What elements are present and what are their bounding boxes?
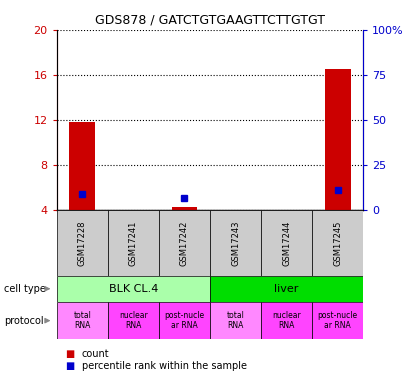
Text: GSM17242: GSM17242 bbox=[180, 220, 189, 266]
Text: post-nucle
ar RNA: post-nucle ar RNA bbox=[164, 311, 205, 330]
Bar bbox=[261, 210, 312, 276]
Bar bbox=[172, 207, 197, 210]
Text: BLK CL.4: BLK CL.4 bbox=[109, 284, 158, 294]
Bar bbox=[69, 122, 95, 210]
Text: post-nucle
ar RNA: post-nucle ar RNA bbox=[318, 311, 358, 330]
Bar bbox=[210, 302, 261, 339]
Text: GDS878 / GATCTGTGAAGTTCTTGTGT: GDS878 / GATCTGTGAAGTTCTTGTGT bbox=[95, 13, 325, 26]
Bar bbox=[312, 210, 363, 276]
Bar bbox=[57, 210, 108, 276]
Bar bbox=[57, 276, 210, 302]
Text: GSM17243: GSM17243 bbox=[231, 220, 240, 266]
Text: GSM17245: GSM17245 bbox=[333, 220, 342, 266]
Text: nuclear
RNA: nuclear RNA bbox=[119, 311, 148, 330]
Text: ■: ■ bbox=[65, 361, 74, 370]
Text: percentile rank within the sample: percentile rank within the sample bbox=[82, 361, 247, 370]
Bar bbox=[159, 210, 210, 276]
Text: protocol: protocol bbox=[4, 316, 44, 326]
Bar bbox=[57, 302, 108, 339]
Text: ■: ■ bbox=[65, 350, 74, 359]
Text: liver: liver bbox=[274, 284, 299, 294]
Bar bbox=[325, 69, 351, 210]
Text: total
RNA: total RNA bbox=[227, 311, 244, 330]
Text: nuclear
RNA: nuclear RNA bbox=[272, 311, 301, 330]
Text: count: count bbox=[82, 350, 110, 359]
Bar bbox=[210, 210, 261, 276]
Bar bbox=[210, 276, 363, 302]
Bar bbox=[159, 302, 210, 339]
Bar bbox=[108, 210, 159, 276]
Text: total
RNA: total RNA bbox=[74, 311, 91, 330]
Bar bbox=[108, 302, 159, 339]
Text: GSM17244: GSM17244 bbox=[282, 220, 291, 266]
Bar bbox=[261, 302, 312, 339]
Bar bbox=[312, 302, 363, 339]
Text: cell type: cell type bbox=[4, 284, 46, 294]
Text: GSM17228: GSM17228 bbox=[78, 220, 87, 266]
Text: GSM17241: GSM17241 bbox=[129, 220, 138, 266]
